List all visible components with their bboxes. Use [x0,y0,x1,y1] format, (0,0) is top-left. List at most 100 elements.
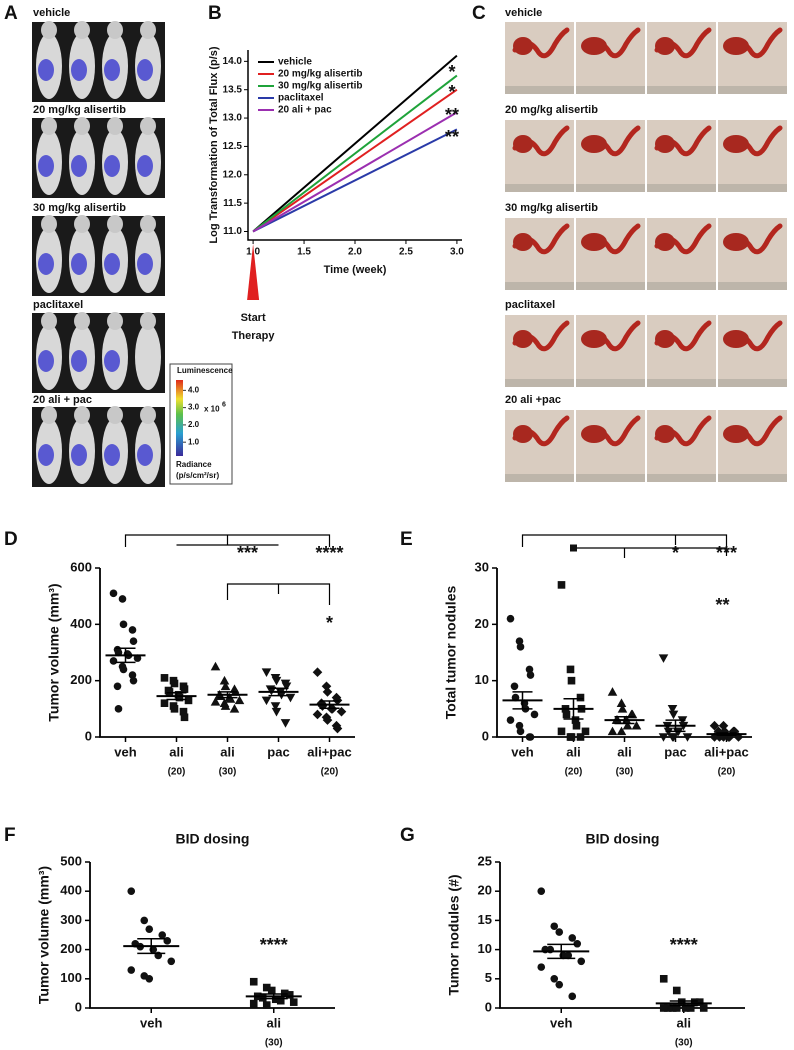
ruler [647,282,716,290]
colorbar [176,380,183,456]
panel-letter: E [400,529,413,550]
y-tick-label: 13.5 [223,84,243,95]
data-point [271,707,282,717]
signal [137,253,153,275]
signal [104,350,120,372]
data-point [672,1004,681,1012]
sem-bar [512,691,533,710]
mouse-head [41,21,57,39]
data-point [576,733,585,741]
start-arrow [247,244,260,300]
ruler [647,379,716,387]
chart-title: BID dosing [586,831,660,847]
data-point [113,682,122,691]
significance: *** [237,543,258,563]
y-tick-label: 100 [60,970,82,985]
start-label: Start [241,312,266,324]
data-point [581,727,590,736]
data-point [682,733,693,742]
data-point [713,726,724,737]
data-point [562,710,571,719]
panel-letter: G [400,825,415,846]
data-point [249,977,258,986]
axis [499,862,745,1009]
data-point [163,937,172,945]
y-tick-label: 200 [70,672,92,687]
data-point [555,980,564,989]
data-point [672,986,681,995]
mouse-head [140,406,156,424]
data-point [280,719,291,728]
y-tick-label: 200 [60,941,82,956]
significance: * [448,82,455,102]
data-point [114,705,123,713]
line [252,54,458,233]
data-point [659,1004,668,1012]
ruler [505,86,574,94]
y-tick-label: 15 [478,912,492,927]
x-tick-label: pac [267,744,289,759]
data-point [322,715,333,725]
y-tick-label: 5 [485,970,492,985]
mouse-head [74,117,90,135]
data-point [573,939,582,948]
mouse-head [140,312,156,330]
group-label: 20 ali + pac [33,394,92,406]
ruler [718,282,787,290]
data-point [719,726,730,737]
data-point [525,665,534,674]
ruler [576,282,645,290]
colorbar-unit: (p/s/cm²/sr) [176,471,219,480]
data-point [262,983,271,992]
data-point [568,934,577,942]
y-axis-label: Log Transformation of Total Flux (p/s) [208,46,220,244]
data-point [118,595,127,603]
tumor [723,135,749,153]
x-tick-label: ali+pac [307,744,351,759]
data-point [681,1004,690,1012]
data-point [145,925,154,933]
x-tick-label: ali [566,744,580,759]
significance: **** [260,935,288,955]
y-tick-label: 10 [478,941,492,956]
data-point [261,696,272,706]
data-point [550,922,559,931]
x-tick-label: 3.0 [450,247,464,258]
data-point [516,643,525,651]
y-tick-label: 0 [75,999,82,1014]
x-tick-label: veh [550,1015,572,1030]
group-label: 20 mg/kg alisertib [505,104,598,116]
ruler [718,86,787,94]
data-point [119,620,128,629]
colorbar-exponent: 6 [222,401,226,408]
data-point [332,723,343,734]
line [252,88,458,233]
data-point [616,698,627,707]
tumor [723,37,749,55]
signal [137,444,153,466]
data-point [506,716,515,724]
data-point [289,998,298,1006]
data-point [184,696,193,705]
panel-letter: F [4,825,16,846]
data-point [658,654,669,663]
ruler [647,474,716,482]
data-point [570,544,577,552]
x-tick-label: veh [511,744,533,759]
colorbar-multiplier: x 10 [204,405,220,414]
signal [71,59,87,81]
data-point [322,687,333,697]
data-point [729,726,740,737]
data-point [516,727,525,736]
tumor [513,330,533,348]
data-point [160,674,169,682]
data-point [160,699,169,707]
data-point [617,704,628,713]
colorbar-tick-label: 4.0 [188,385,200,394]
data-point [568,992,577,1001]
data-point [564,951,573,960]
sem-bar [669,1000,698,1007]
data-point [555,928,564,936]
data-point [668,710,679,720]
mouse-head [41,312,57,330]
